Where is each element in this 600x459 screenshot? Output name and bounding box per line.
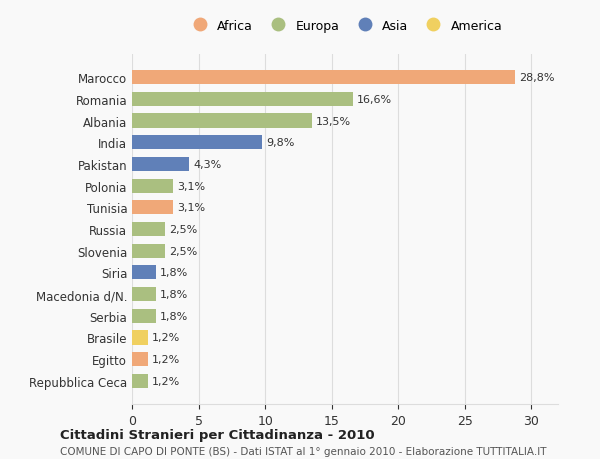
Text: Cittadini Stranieri per Cittadinanza - 2010: Cittadini Stranieri per Cittadinanza - 2… bbox=[60, 428, 374, 442]
Bar bbox=[132, 201, 173, 215]
Bar bbox=[132, 244, 165, 258]
Bar bbox=[132, 136, 262, 150]
Text: 9,8%: 9,8% bbox=[266, 138, 295, 148]
Bar bbox=[132, 287, 156, 302]
Bar bbox=[132, 179, 173, 193]
Text: 16,6%: 16,6% bbox=[357, 95, 392, 105]
Bar bbox=[132, 114, 312, 129]
Bar bbox=[132, 353, 148, 366]
Bar bbox=[132, 374, 148, 388]
Text: COMUNE DI CAPO DI PONTE (BS) - Dati ISTAT al 1° gennaio 2010 - Elaborazione TUTT: COMUNE DI CAPO DI PONTE (BS) - Dati ISTA… bbox=[60, 447, 547, 456]
Legend: Africa, Europa, Asia, America: Africa, Europa, Asia, America bbox=[184, 16, 506, 36]
Bar bbox=[132, 309, 156, 323]
Text: 2,5%: 2,5% bbox=[169, 224, 197, 235]
Bar bbox=[132, 266, 156, 280]
Bar bbox=[132, 330, 148, 345]
Text: 1,8%: 1,8% bbox=[160, 311, 188, 321]
Text: 1,2%: 1,2% bbox=[152, 354, 180, 364]
Text: 13,5%: 13,5% bbox=[316, 116, 351, 126]
Text: 3,1%: 3,1% bbox=[177, 203, 205, 213]
Text: 1,8%: 1,8% bbox=[160, 268, 188, 278]
Text: 1,2%: 1,2% bbox=[152, 376, 180, 386]
Bar bbox=[132, 71, 515, 85]
Text: 4,3%: 4,3% bbox=[193, 160, 221, 169]
Text: 28,8%: 28,8% bbox=[520, 73, 555, 83]
Text: 2,5%: 2,5% bbox=[169, 246, 197, 256]
Text: 1,2%: 1,2% bbox=[152, 333, 180, 343]
Bar bbox=[132, 93, 353, 106]
Bar bbox=[132, 157, 189, 172]
Bar bbox=[132, 223, 165, 236]
Text: 1,8%: 1,8% bbox=[160, 290, 188, 299]
Text: 3,1%: 3,1% bbox=[177, 181, 205, 191]
